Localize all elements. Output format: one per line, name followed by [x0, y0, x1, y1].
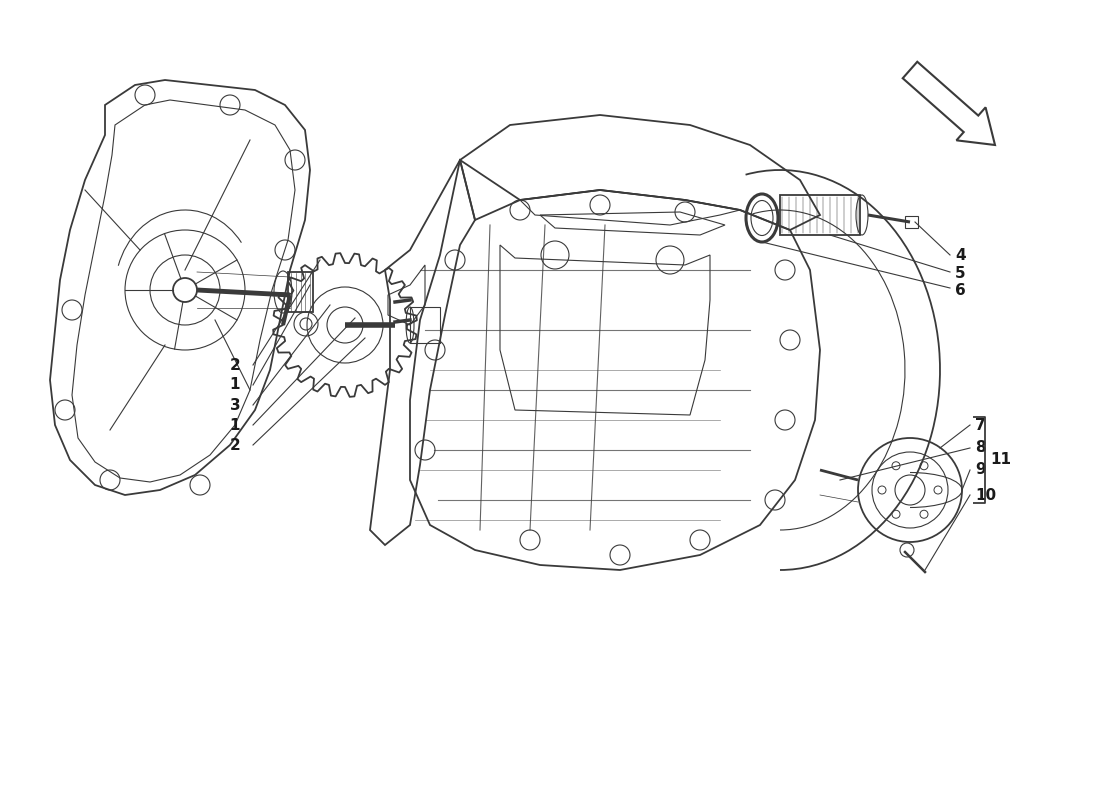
Text: 6: 6	[955, 282, 966, 298]
Text: 10: 10	[975, 487, 997, 502]
Text: 7: 7	[975, 418, 986, 433]
Text: 8: 8	[975, 441, 986, 455]
Text: 3: 3	[230, 398, 240, 413]
Text: 1: 1	[230, 378, 240, 393]
Text: 2: 2	[230, 438, 241, 453]
Text: 4: 4	[955, 249, 966, 263]
Text: 9: 9	[975, 462, 986, 478]
Text: 2: 2	[230, 358, 241, 373]
Text: 1: 1	[230, 418, 240, 433]
Text: 11: 11	[990, 453, 1011, 467]
Text: 5: 5	[955, 266, 966, 282]
